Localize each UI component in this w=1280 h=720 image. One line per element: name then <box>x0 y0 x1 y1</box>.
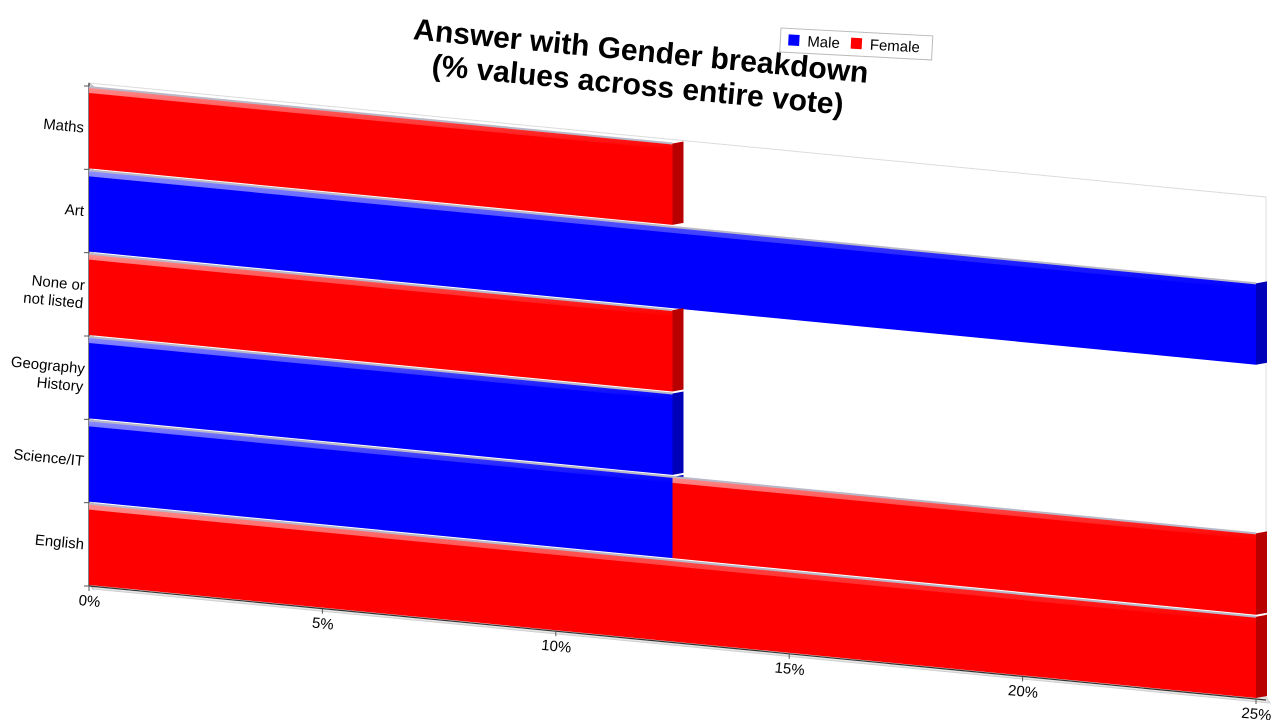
legend-label: Male <box>807 33 840 52</box>
bar-edge <box>88 169 1257 285</box>
x-tick-label: 25% <box>1241 705 1273 720</box>
x-tick-label: 0% <box>78 592 101 611</box>
bar-edge <box>672 475 1257 535</box>
bar-edge <box>88 86 673 145</box>
bar-side <box>672 141 684 225</box>
y-category-label: Science/IT <box>13 446 85 470</box>
legend-item-male: Male <box>788 33 840 52</box>
bar-edge <box>88 502 1257 618</box>
y-category-label: GeographyHistory <box>8 354 86 396</box>
bar-face <box>89 87 673 225</box>
legend-swatch <box>850 37 863 50</box>
y-category-label: English <box>34 532 85 554</box>
bar-female-maths <box>89 87 684 225</box>
legend: Male Female <box>779 27 934 61</box>
y-axis-ticks: Maths Art None ornot listed GeographyHistor… <box>8 85 89 587</box>
bar-edge <box>88 419 673 478</box>
bar-face <box>672 476 1256 615</box>
bar-side <box>1256 614 1267 699</box>
y-category-label: Maths <box>42 116 84 137</box>
bar-side <box>672 308 684 392</box>
x-tick-label: 20% <box>1007 682 1039 702</box>
x-tick-label: 5% <box>311 615 334 634</box>
bar-face <box>89 420 673 559</box>
bar-male-geography-history <box>89 337 684 475</box>
legend-swatch <box>788 34 800 46</box>
bar-male-art <box>89 170 1267 365</box>
bar-highlight <box>672 476 1256 540</box>
bar-side <box>672 391 684 475</box>
bar-female-english <box>89 503 1267 699</box>
bar-side <box>1256 281 1267 365</box>
legend-item-female: Female <box>850 37 920 57</box>
legend-label: Female <box>869 37 920 57</box>
bar-side <box>1256 531 1267 615</box>
bar-highlight <box>89 253 673 317</box>
bar-highlight <box>89 170 1256 290</box>
bar-highlight <box>89 337 673 400</box>
x-tick-label: 15% <box>774 659 806 679</box>
bar-highlight <box>89 503 1256 623</box>
bar-face <box>89 170 1256 365</box>
x-axis-ticks: 0% 5% 10% 15% 20% 25% <box>78 586 1272 720</box>
bar-face <box>89 503 1256 699</box>
bar-face <box>89 337 673 475</box>
x-axis-line <box>88 585 1267 701</box>
bar-female-science-it <box>672 476 1267 615</box>
bar-edge <box>88 336 673 395</box>
bar-edge <box>88 252 673 312</box>
y-category-label: None ornot listed <box>23 272 86 313</box>
bars <box>88 86 1267 699</box>
bar-highlight <box>89 420 673 483</box>
bar-female-none-or-not-listed <box>89 253 684 392</box>
bar-face <box>89 253 673 392</box>
bar-highlight <box>89 87 673 150</box>
x-tick-label: 10% <box>540 637 572 657</box>
y-category-label: Art <box>64 201 86 220</box>
